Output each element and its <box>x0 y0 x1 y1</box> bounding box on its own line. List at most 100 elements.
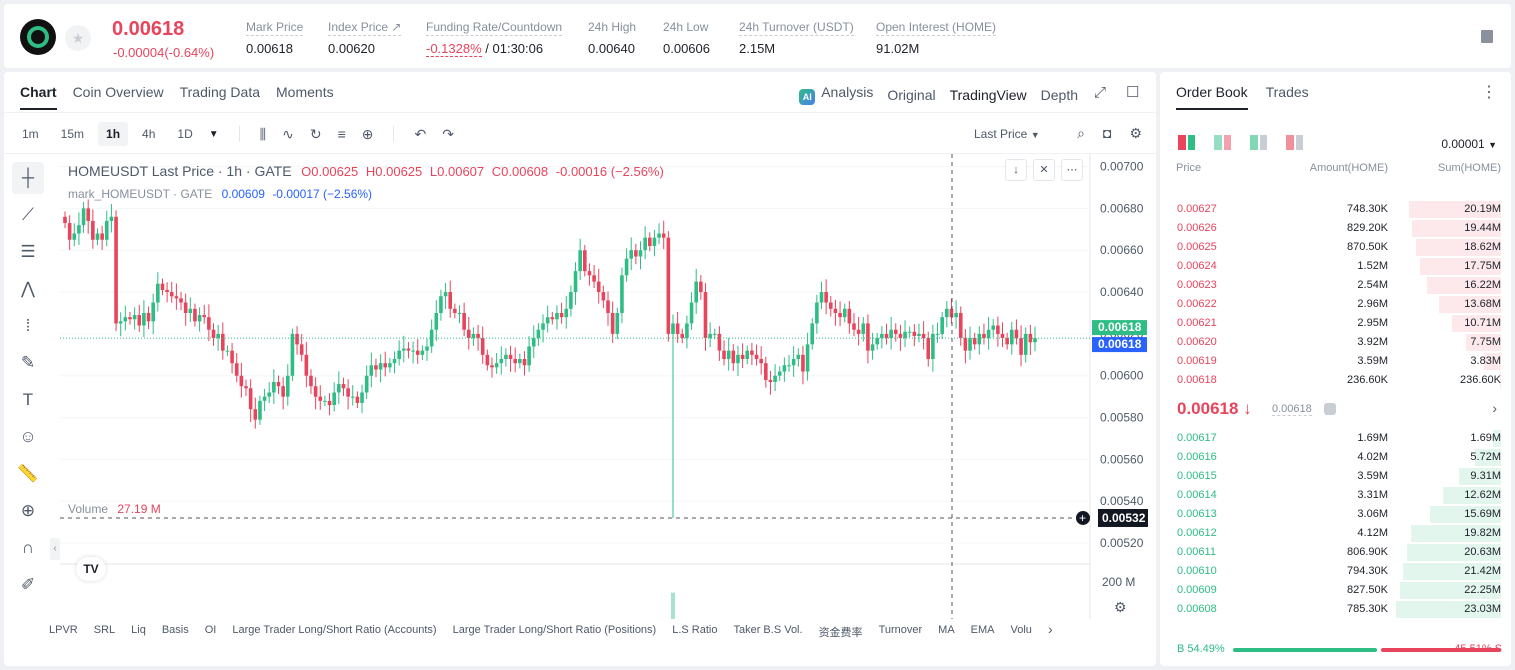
ask-row[interactable]: 0.00625 870.50K 18.62M <box>1160 238 1511 257</box>
tab-order-book[interactable]: Order Book <box>1176 84 1248 110</box>
bid-row[interactable]: 0.00613 3.06M 15.69M <box>1160 505 1511 524</box>
interval-1m[interactable]: 1m <box>22 127 39 141</box>
indicator-item[interactable]: Turnover <box>878 624 923 636</box>
stat-mark-price[interactable]: Mark Price 0.00618 <box>246 18 304 56</box>
indicator-item[interactable]: 资金费率 <box>818 627 863 639</box>
bid-row[interactable]: 0.00616 4.02M 5.72M <box>1160 448 1511 467</box>
bid-row[interactable]: 0.00608 785.30K 23.03M <box>1160 600 1511 619</box>
add-alert-icon[interactable] <box>1076 510 1090 525</box>
tab-depth[interactable]: Depth <box>1040 86 1078 103</box>
layout-both-icon[interactable] <box>1178 135 1195 150</box>
precision-select[interactable]: 0.00001 ▼ <box>1441 137 1497 151</box>
stat-funding-rate[interactable]: Funding Rate/Countdown -0.1328% / 01:30:… <box>426 18 563 57</box>
chevron-right-icon[interactable]: › <box>1492 400 1497 416</box>
ask-row[interactable]: 0.00627 748.30K 20.19M <box>1160 200 1511 219</box>
tab-chart[interactable]: Chart <box>20 84 57 110</box>
stat-open-interest[interactable]: Open Interest (HOME) 91.02M <box>876 18 997 56</box>
camera-icon[interactable]: ◘ <box>1102 125 1112 141</box>
shield-icon[interactable] <box>1324 403 1336 415</box>
ask-row[interactable]: 0.00622 2.96M 13.68M <box>1160 295 1511 314</box>
bid-row[interactable]: 0.00610 794.30K 21.42M <box>1160 562 1511 581</box>
template-icon[interactable]: ≡ <box>337 126 346 142</box>
projection-icon[interactable]: ⁞ <box>25 316 31 335</box>
layout-bids-icon[interactable] <box>1250 135 1267 150</box>
ruler-icon[interactable]: 📏 <box>17 464 39 483</box>
interval-4h[interactable]: 4h <box>142 127 156 141</box>
text-icon[interactable]: T <box>22 390 34 409</box>
interval-1h[interactable]: 1h <box>98 122 129 146</box>
bid-row[interactable]: 0.00612 4.12M 19.82M <box>1160 524 1511 543</box>
candle-type-icon[interactable]: ⫼ <box>259 125 267 142</box>
tab-trading-data[interactable]: Trading Data <box>179 84 261 100</box>
stat-index-price[interactable]: Index Price ↗ 0.00620 <box>328 18 402 56</box>
indicator-item[interactable]: Large Trader Long/Short Ratio (Positions… <box>452 624 657 636</box>
tab-trades[interactable]: Trades <box>1265 84 1309 100</box>
tab-tradingview[interactable]: TradingView <box>949 86 1027 103</box>
indicator-item[interactable]: Basis <box>161 624 189 636</box>
window-icon[interactable]: ☐ <box>1126 84 1140 101</box>
ask-row[interactable]: 0.00618 236.60K 236.60K <box>1160 371 1511 390</box>
indicators-icon[interactable]: ∿ <box>282 125 294 142</box>
tab-analysis[interactable]: AI Analysis <box>799 84 873 105</box>
emoji-icon[interactable]: ☺ <box>19 427 37 446</box>
interval-15m[interactable]: 15m <box>60 127 85 141</box>
tab-original[interactable]: Original <box>887 86 936 103</box>
ask-row[interactable]: 0.00624 1.52M 17.75M <box>1160 257 1511 276</box>
interval-1d[interactable]: 1D <box>177 127 193 141</box>
indicator-item[interactable]: Large Trader Long/Short Ratio (Accounts) <box>232 624 437 636</box>
indicator-item[interactable]: EMA <box>970 624 995 636</box>
mid-mark-price[interactable]: 0.00618 <box>1272 403 1312 416</box>
collapse-icon[interactable]: ✕ <box>1033 159 1055 181</box>
axis-settings-icon[interactable]: ⚙ <box>1114 599 1127 615</box>
ask-row[interactable]: 0.00620 3.92M 7.75M <box>1160 333 1511 352</box>
bid-row[interactable]: 0.00611 806.90K 20.63M <box>1160 543 1511 562</box>
arrow-down-icon[interactable]: ↓ <box>1005 159 1027 181</box>
stat-24h-turnover[interactable]: 24h Turnover (USDT) 2.15M <box>739 18 854 56</box>
fib-lines-icon[interactable]: ☰ <box>20 242 36 261</box>
more-icon[interactable]: ⋯ <box>1061 159 1083 181</box>
draw-mode-icon[interactable]: ✐ <box>20 575 36 594</box>
brush-icon[interactable]: ✎ <box>20 353 36 372</box>
search-icon[interactable]: ⌕ <box>1077 125 1085 141</box>
magnet-icon[interactable]: ∩ <box>21 538 35 557</box>
indicator-item[interactable]: Volu <box>1010 624 1032 636</box>
more-options-icon[interactable]: ⋮ <box>1481 84 1497 101</box>
crosshair-icon[interactable]: ┼ <box>12 162 44 194</box>
indicator-item[interactable]: MA <box>938 624 955 636</box>
trendline-icon[interactable]: ⟋ <box>22 205 34 224</box>
bid-row[interactable]: 0.00615 3.59M 9.31M <box>1160 467 1511 486</box>
price-chart[interactable]: 0.007000.006800.006600.006400.006200.006… <box>60 154 1156 619</box>
ask-row[interactable]: 0.00621 2.95M 10.71M <box>1160 314 1511 333</box>
undo-icon[interactable]: ↶ <box>414 125 427 142</box>
gear-icon[interactable]: ⚙ <box>1129 125 1142 141</box>
compare-icon[interactable]: ↻ <box>309 125 322 142</box>
indicator-item[interactable]: L.S Ratio <box>672 624 718 636</box>
price-type-select[interactable]: Last Price ▼ <box>974 127 1040 141</box>
tab-moments[interactable]: Moments <box>276 84 334 100</box>
layout-split-icon[interactable] <box>1214 135 1231 150</box>
indicator-item[interactable]: Taker B.S Vol. <box>733 624 803 636</box>
collapse-toolbar-button[interactable]: ‹ <box>50 538 60 560</box>
ask-row[interactable]: 0.00619 3.59M 3.83M <box>1160 352 1511 371</box>
bid-row[interactable]: 0.00609 827.50K 22.25M <box>1160 581 1511 600</box>
tradingview-logo-icon[interactable]: TV <box>76 557 106 581</box>
bid-row[interactable]: 0.00614 3.31M 12.62M <box>1160 486 1511 505</box>
add-indicator-icon[interactable]: ⊕ <box>361 125 374 142</box>
indicator-item[interactable]: OI <box>204 624 217 636</box>
expand-icon[interactable]: ⤢ <box>1094 84 1107 101</box>
ask-row[interactable]: 0.00623 2.54M 16.22M <box>1160 276 1511 295</box>
book-icon[interactable] <box>1481 30 1493 43</box>
redo-icon[interactable]: ↷ <box>442 125 454 142</box>
indicator-item[interactable]: LPVR <box>49 624 78 636</box>
favorite-star-icon[interactable]: ★ <box>65 25 91 51</box>
interval-dropdown-icon[interactable]: ▼ <box>208 128 219 140</box>
pattern-icon[interactable]: ⋀ <box>21 279 35 298</box>
tab-coin-overview[interactable]: Coin Overview <box>72 84 164 100</box>
chevron-right-icon[interactable]: › <box>1047 621 1053 637</box>
ask-row[interactable]: 0.00626 829.20K 19.44M <box>1160 219 1511 238</box>
indicator-item[interactable]: Liq <box>131 624 146 636</box>
bid-row[interactable]: 0.00617 1.69M 1.69M <box>1160 429 1511 448</box>
layout-asks-icon[interactable] <box>1286 135 1303 150</box>
zoom-in-icon[interactable]: ⊕ <box>20 501 36 520</box>
indicator-item[interactable]: SRL <box>93 624 116 636</box>
